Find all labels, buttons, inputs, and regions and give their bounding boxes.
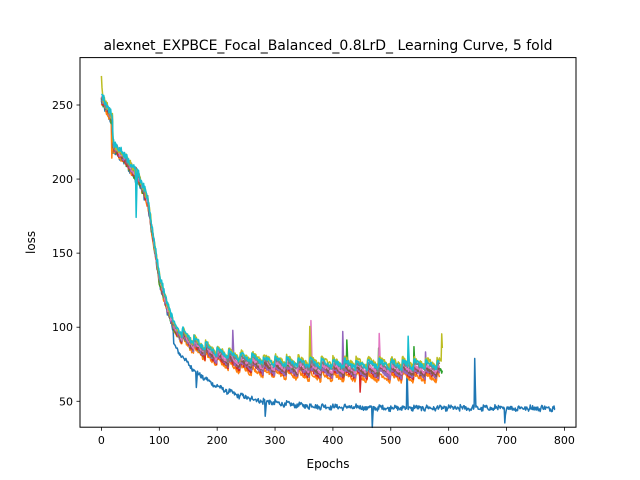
y-tick-label: 250 — [52, 99, 73, 112]
y-tick-label: 50 — [59, 395, 73, 408]
x-tick-label: 400 — [322, 434, 343, 447]
series-lines — [100, 75, 556, 429]
x-tick-label: 700 — [496, 434, 517, 447]
x-tick-label: 500 — [380, 434, 401, 447]
x-tick-label: 800 — [554, 434, 575, 447]
x-tick-label: 600 — [438, 434, 459, 447]
series-line — [100, 93, 440, 372]
x-tick-label: 100 — [149, 434, 170, 447]
plot-frame — [79, 57, 577, 428]
y-axis: 50 100 150 200 250 — [52, 99, 80, 408]
x-axis-label: Epochs — [307, 457, 350, 471]
series-line — [100, 100, 556, 429]
x-tick-label: 300 — [265, 434, 286, 447]
y-tick-label: 200 — [52, 173, 73, 186]
x-tick-label: 200 — [207, 434, 228, 447]
x-tick-label: 0 — [98, 434, 105, 447]
y-axis-label: loss — [24, 231, 38, 254]
y-tick-label: 150 — [52, 247, 73, 260]
x-axis: 0 100 200 300 400 500 600 700 800 — [98, 427, 575, 447]
y-tick-label: 100 — [52, 321, 73, 334]
chart-title: alexnet_EXPBCE_Focal_Balanced_0.8LrD_ Le… — [103, 38, 552, 54]
